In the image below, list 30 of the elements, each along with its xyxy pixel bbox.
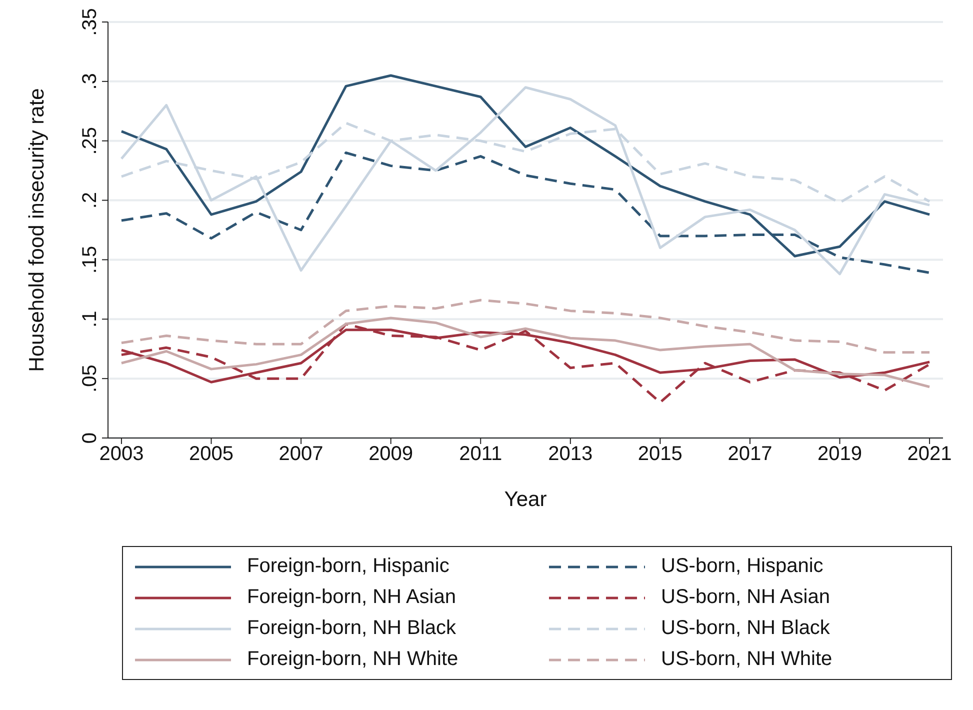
y-tick-label: .05 bbox=[79, 364, 101, 392]
x-tick-label: 2015 bbox=[638, 443, 682, 466]
x-tick-label: 2017 bbox=[728, 443, 772, 466]
y-tick-label: .2 bbox=[79, 192, 101, 209]
x-tick-label: 2007 bbox=[278, 443, 324, 466]
legend-label: Foreign-born, NH White bbox=[247, 648, 458, 671]
x-tick-label: 2011 bbox=[459, 443, 502, 466]
legend-label: US-born, NH Black bbox=[661, 617, 830, 640]
line-series bbox=[120, 298, 931, 354]
legend-label: US-born, Hispanic bbox=[661, 555, 824, 578]
x-tick-label: 2021 bbox=[907, 443, 952, 466]
x-axis-title: Year bbox=[504, 488, 547, 511]
legend-label: US-born, NH Asian bbox=[661, 586, 830, 609]
legend-label: US-born, NH White bbox=[661, 648, 832, 671]
y-tick-label: 0 bbox=[79, 432, 101, 444]
y-tick-label: .15 bbox=[79, 246, 101, 274]
x-tick-label: 2019 bbox=[817, 443, 862, 466]
x-tick-label: 2009 bbox=[368, 443, 414, 466]
line-series bbox=[120, 316, 931, 388]
y-tick-label: .1 bbox=[79, 310, 101, 328]
y-tick-label: .35 bbox=[79, 8, 101, 36]
legend-label: Foreign-born, NH Black bbox=[247, 617, 456, 640]
x-tick-label: 2003 bbox=[99, 443, 144, 466]
x-tick-label: 2005 bbox=[189, 443, 234, 466]
y-tick-label: .25 bbox=[79, 126, 101, 155]
legend-label: Foreign-born, NH Asian bbox=[247, 586, 456, 609]
y-tick-label: .3 bbox=[79, 73, 101, 90]
y-axis-title: Household food insecurity rate bbox=[25, 88, 48, 372]
x-tick-label: 2013 bbox=[548, 443, 593, 466]
legend-label: Foreign-born, Hispanic bbox=[247, 555, 450, 578]
